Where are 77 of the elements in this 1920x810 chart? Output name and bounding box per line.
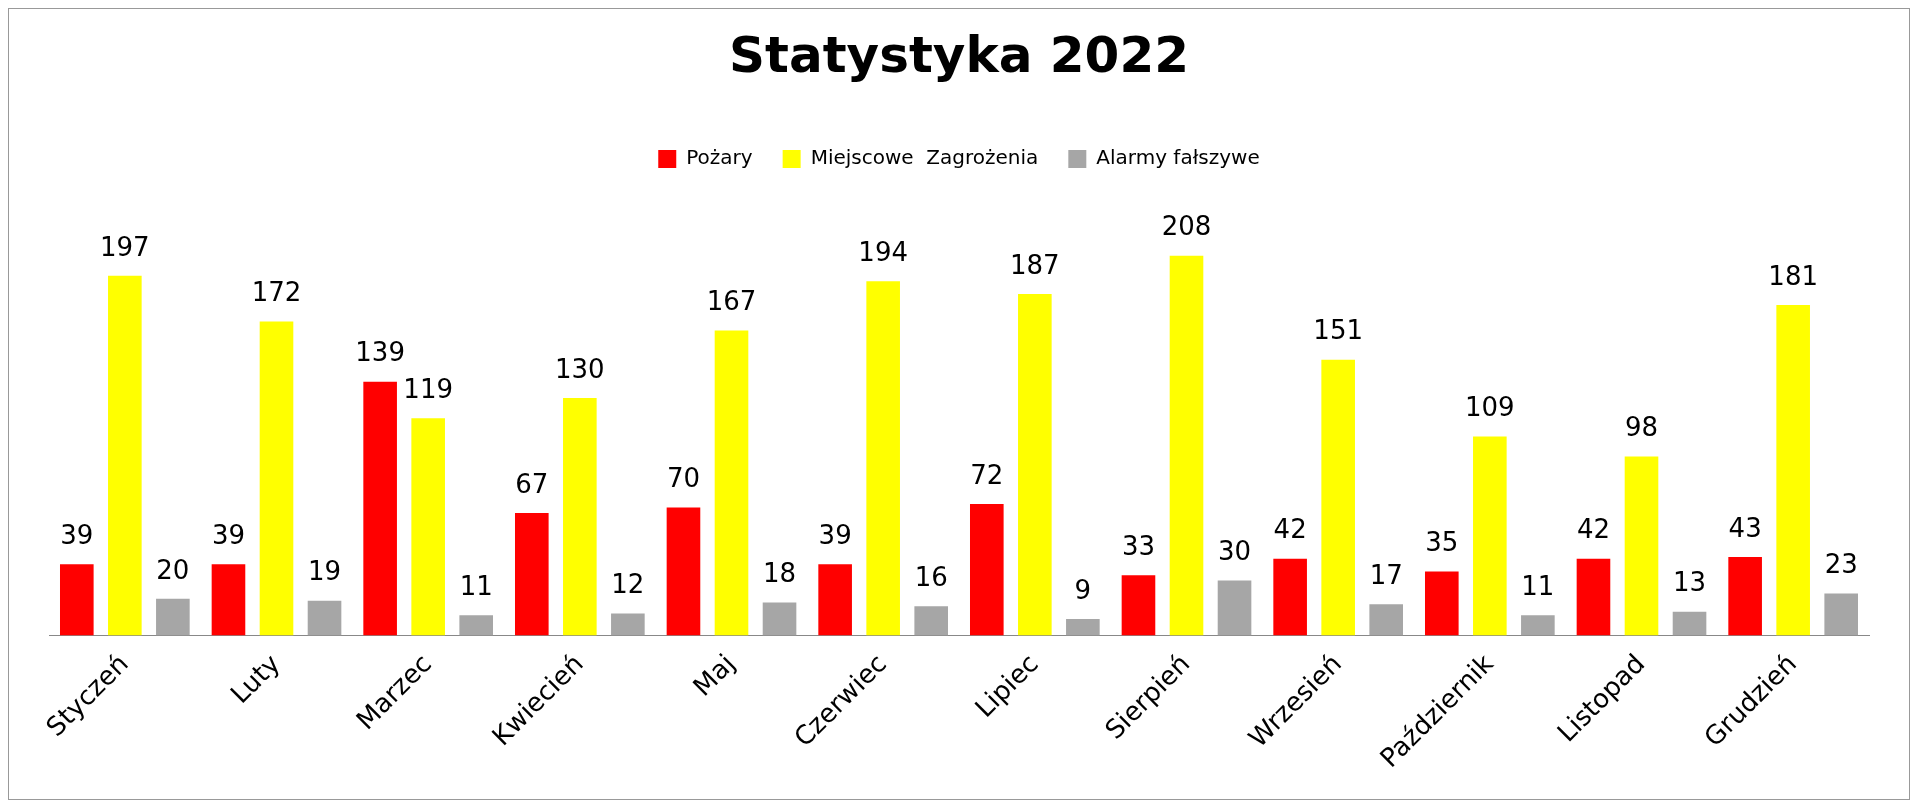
bar <box>611 613 645 636</box>
data-label: 39 <box>818 519 852 550</box>
bar <box>970 503 1004 636</box>
bar <box>866 281 900 636</box>
data-label: 11 <box>1521 571 1555 602</box>
bar <box>1121 575 1156 636</box>
data-label: 11 <box>459 571 493 602</box>
data-label: 172 <box>251 277 302 308</box>
data-label: 35 <box>1425 527 1459 558</box>
bar <box>411 418 445 636</box>
bar <box>60 564 94 636</box>
bar <box>1425 571 1459 636</box>
data-label: 18 <box>762 558 797 589</box>
bar <box>818 564 852 636</box>
bar <box>1521 615 1555 636</box>
data-label: 42 <box>1273 514 1307 545</box>
data-label: 13 <box>1672 567 1707 598</box>
data-label: 151 <box>1313 315 1363 346</box>
bar <box>108 275 142 636</box>
data-label: 39 <box>211 519 246 550</box>
bar <box>1066 618 1100 636</box>
data-label: 194 <box>858 236 908 267</box>
legend-label: Miejscowe Zagrożenia <box>810 145 1039 170</box>
data-label: 33 <box>1121 530 1156 561</box>
data-label: 67 <box>515 468 549 499</box>
bar <box>363 381 397 636</box>
bar <box>1321 359 1355 636</box>
bar <box>1169 255 1204 636</box>
bar <box>1624 456 1659 636</box>
bar <box>459 615 493 636</box>
data-label: 43 <box>1728 512 1762 543</box>
bar <box>1576 558 1611 636</box>
data-label: 130 <box>555 353 605 384</box>
data-label: 23 <box>1824 549 1858 580</box>
data-label: 98 <box>1624 412 1659 443</box>
chart-title: Statystyka 2022 <box>729 25 1189 84</box>
bar <box>156 598 190 636</box>
data-label: 109 <box>1465 392 1515 423</box>
data-label: 30 <box>1217 536 1252 567</box>
bar <box>259 321 294 636</box>
data-label: 72 <box>970 459 1004 490</box>
data-label: 42 <box>1576 514 1611 545</box>
legend-label: Alarmy fałszywe <box>1096 145 1260 170</box>
bar <box>515 513 549 636</box>
bar <box>563 398 597 636</box>
data-label: 9 <box>1074 574 1092 605</box>
bar <box>1728 556 1762 636</box>
x-tick-label: Maj <box>687 648 741 702</box>
data-label: 19 <box>307 556 342 587</box>
bar <box>1369 604 1403 636</box>
data-label: 70 <box>666 463 701 494</box>
data-label: 119 <box>403 373 453 404</box>
bar <box>714 330 749 636</box>
bar <box>307 600 342 636</box>
bar <box>762 602 797 636</box>
bar <box>1273 558 1307 636</box>
bar <box>1824 593 1858 636</box>
data-label: 16 <box>914 561 948 592</box>
data-label: 139 <box>355 337 405 368</box>
data-label: 181 <box>1768 260 1818 291</box>
data-label: 197 <box>100 231 150 262</box>
data-label: 167 <box>706 286 757 317</box>
legend-label: Pożary <box>686 145 753 170</box>
bar <box>211 564 246 636</box>
data-label: 187 <box>1010 249 1060 280</box>
data-label: 12 <box>611 569 645 600</box>
bar <box>1672 611 1707 636</box>
data-label: 20 <box>156 554 190 585</box>
bar <box>914 606 948 636</box>
data-label: 208 <box>1161 211 1212 242</box>
bar <box>1018 294 1052 636</box>
bar <box>666 507 701 636</box>
data-label: 39 <box>60 519 94 550</box>
bar <box>1217 580 1252 636</box>
data-label: 17 <box>1369 560 1403 591</box>
bar <box>1473 436 1507 636</box>
bar <box>1776 304 1810 636</box>
